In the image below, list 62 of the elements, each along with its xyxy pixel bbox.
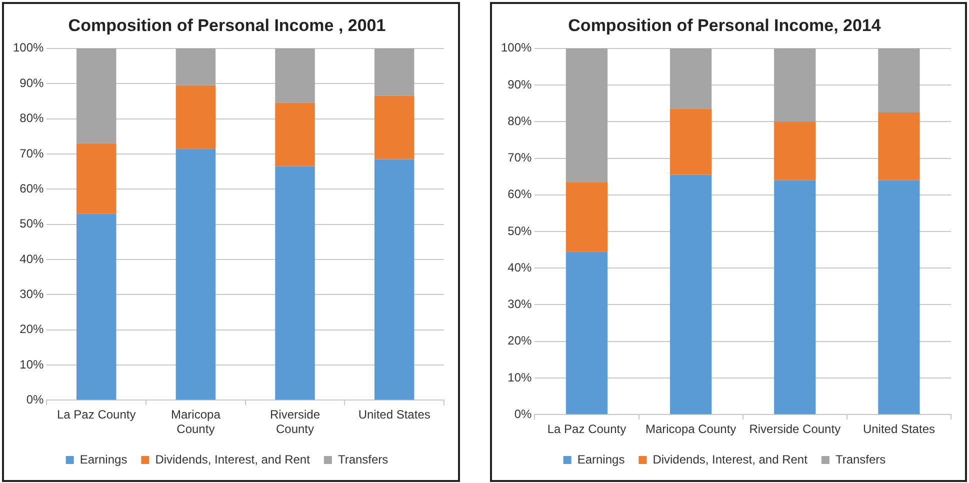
y-tick-label: 90% bbox=[508, 77, 532, 92]
x-tick-label: Riverside County bbox=[270, 408, 320, 436]
bar bbox=[566, 252, 608, 414]
y-tick-label: 40% bbox=[508, 260, 532, 274]
y-tick-label: 50% bbox=[508, 224, 532, 238]
bar bbox=[374, 96, 414, 160]
bar bbox=[275, 48, 315, 103]
y-tick-label: 20% bbox=[20, 322, 44, 336]
chart-title: Composition of Personal Income , 2001 bbox=[68, 16, 386, 35]
bar bbox=[670, 48, 712, 109]
y-tick-label: 0% bbox=[514, 406, 532, 421]
y-tick-label: 40% bbox=[20, 252, 44, 266]
x-tick-label: La Paz County bbox=[56, 408, 136, 422]
bar bbox=[878, 180, 920, 414]
y-tick-label: 80% bbox=[508, 114, 532, 128]
y-tick-label: 70% bbox=[508, 150, 532, 165]
bar bbox=[76, 143, 116, 214]
bar bbox=[374, 48, 414, 96]
y-tick-label: 30% bbox=[20, 286, 44, 301]
bar bbox=[878, 48, 920, 112]
x-tick-label: Riverside County bbox=[749, 422, 841, 436]
bar bbox=[878, 112, 920, 180]
y-tick-label: 10% bbox=[508, 370, 532, 384]
y-tick-label: 30% bbox=[508, 297, 532, 312]
bar bbox=[670, 174, 712, 414]
y-tick-label: 90% bbox=[20, 76, 44, 90]
x-tick-label: Maricopa County bbox=[171, 408, 221, 436]
y-tick-label: 50% bbox=[20, 216, 44, 231]
bar bbox=[374, 159, 414, 400]
x-tick-label: Maricopa County bbox=[645, 422, 736, 436]
x-tick-label: United States bbox=[358, 408, 430, 422]
y-tick-label: 0% bbox=[26, 392, 44, 407]
chart-title: Composition of Personal Income, 2014 bbox=[568, 16, 882, 35]
y-tick-label: 20% bbox=[508, 334, 532, 348]
bar bbox=[774, 180, 816, 414]
y-tick-label: 60% bbox=[20, 181, 44, 196]
bar bbox=[76, 214, 116, 400]
x-tick-label: La Paz County bbox=[547, 422, 626, 436]
legend-label: Earnings bbox=[577, 452, 625, 466]
y-tick-label: 80% bbox=[20, 111, 44, 126]
bar bbox=[670, 108, 712, 175]
bar bbox=[176, 148, 216, 400]
bar bbox=[176, 48, 216, 86]
y-tick-label: 60% bbox=[508, 187, 532, 202]
legend-label: Dividends, Interest, and Rent bbox=[652, 452, 808, 466]
bar bbox=[275, 102, 315, 166]
legend-label: Transfers bbox=[338, 452, 388, 466]
bar bbox=[176, 85, 216, 149]
bar bbox=[774, 48, 816, 122]
bar bbox=[566, 48, 608, 182]
legend-label: Earnings bbox=[80, 452, 128, 466]
bar bbox=[774, 122, 816, 180]
y-tick-label: 70% bbox=[20, 146, 44, 160]
bar bbox=[566, 182, 608, 252]
y-tick-label: 10% bbox=[20, 357, 44, 372]
legend-label: Dividends, Interest, and Rent bbox=[155, 452, 311, 466]
y-tick-label: 100% bbox=[12, 40, 44, 55]
legend-label: Transfers bbox=[835, 452, 886, 466]
bar bbox=[275, 166, 315, 400]
x-tick-label: United States bbox=[862, 422, 935, 436]
y-tick-label: 100% bbox=[500, 40, 532, 55]
bar bbox=[76, 48, 116, 144]
